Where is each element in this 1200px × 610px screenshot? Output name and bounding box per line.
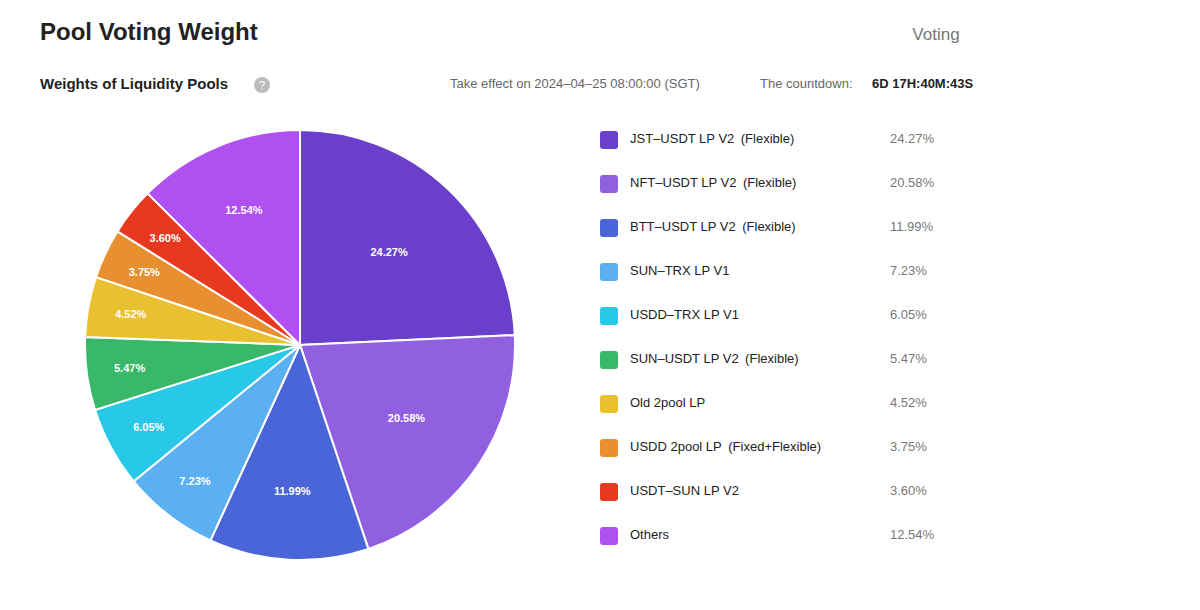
legend-item: USDT–SUN LP V2 3.60% [600, 483, 927, 501]
legend-item: BTT–USDT LP V2 (Flexible) 11.99% [600, 219, 934, 237]
legend-label: BTT–USDT LP V2 (Flexible) [630, 219, 796, 234]
tab-label: Voting [912, 25, 959, 44]
legend-value: 4.52% [890, 395, 927, 410]
legend-label: USDT–SUN LP V2 [630, 483, 739, 498]
help-icon-text: ? [259, 79, 265, 91]
subtitle: Weights of Liquidity Pools [40, 75, 228, 92]
chart: Pool Voting Weight Voting Weights of Liqui… [0, 0, 1200, 610]
legend: JST–USDT LP V2 (Flexible) 24.27% NFT–USDT … [600, 131, 935, 545]
data-label: 3.75% [129, 266, 160, 278]
legend-swatch [600, 131, 618, 149]
legend-swatch [600, 483, 618, 501]
data-label: 3.60% [150, 232, 181, 244]
data-labels: 24.27% 20.58% 11.99% 7.23% 6.05% 5.47% 4.52% 3.… [114, 204, 425, 497]
data-label: 12.54% [225, 204, 263, 216]
legend-value: 5.47% [890, 351, 927, 366]
data-label: 6.05% [133, 421, 164, 433]
data-label: 20.58% [388, 412, 426, 424]
legend-value: 3.60% [890, 483, 927, 498]
legend-item: SUN–USDT LP V2 (Flexible) 5.47% [600, 351, 927, 369]
legend-value: 11.99% [890, 219, 934, 234]
legend-value: 6.05% [890, 307, 927, 322]
legend-label: Others [630, 527, 670, 542]
legend-value: 7.23% [890, 263, 927, 278]
legend-item: USDD 2pool LP (Fixed+Flexible) 3.75% [600, 439, 927, 457]
legend-swatch [600, 351, 618, 369]
legend-item: JST–USDT LP V2 (Flexible) 24.27% [600, 131, 935, 149]
legend-swatch [600, 175, 618, 193]
data-label: 24.27% [370, 246, 408, 258]
legend-item: Old 2pool LP 4.52% [600, 395, 927, 413]
title: Pool Voting Weight [40, 18, 258, 45]
pie [85, 130, 515, 560]
data-label: 7.23% [179, 475, 210, 487]
legend-label: Old 2pool LP [630, 395, 705, 410]
legend-swatch [600, 263, 618, 281]
subtitle-info: 6D 17H:40M:43S [872, 76, 973, 91]
legend-label: SUN–TRX LP V1 [630, 263, 729, 278]
legend-label: NFT–USDT LP V2 (Flexible) [630, 175, 796, 190]
legend-swatch [600, 527, 618, 545]
help-icon [254, 77, 270, 93]
legend-value: 12.54% [890, 527, 935, 542]
legend-item: NFT–USDT LP V2 (Flexible) 20.58% [600, 175, 935, 193]
pie-slice [300, 130, 515, 345]
legend-swatch [600, 219, 618, 237]
subtitle-info: The countdown: [760, 76, 853, 91]
legend-value: 20.58% [890, 175, 935, 190]
data-label: 5.47% [114, 362, 145, 374]
legend-label: JST–USDT LP V2 (Flexible) [630, 131, 794, 146]
legend-value: 24.27% [890, 131, 935, 146]
legend-item: SUN–TRX LP V1 7.23% [600, 263, 927, 281]
legend-label: USDD–TRX LP V1 [630, 307, 739, 322]
legend-item: USDD–TRX LP V1 6.05% [600, 307, 927, 325]
subtitle-info: Take effect on 2024–04–25 08:00:00 (SGT) [450, 76, 700, 91]
legend-item: Others 12.54% [600, 527, 935, 545]
data-label: 4.52% [115, 308, 146, 320]
legend-value: 3.75% [890, 439, 927, 454]
legend-label: SUN–USDT LP V2 (Flexible) [630, 351, 799, 366]
legend-swatch [600, 395, 618, 413]
legend-label: USDD 2pool LP (Fixed+Flexible) [630, 439, 821, 454]
pie-slice [85, 337, 300, 410]
legend-swatch [600, 307, 618, 325]
pie-slice [148, 130, 300, 345]
data-label: 11.99% [274, 485, 311, 497]
legend-swatch [600, 439, 618, 457]
